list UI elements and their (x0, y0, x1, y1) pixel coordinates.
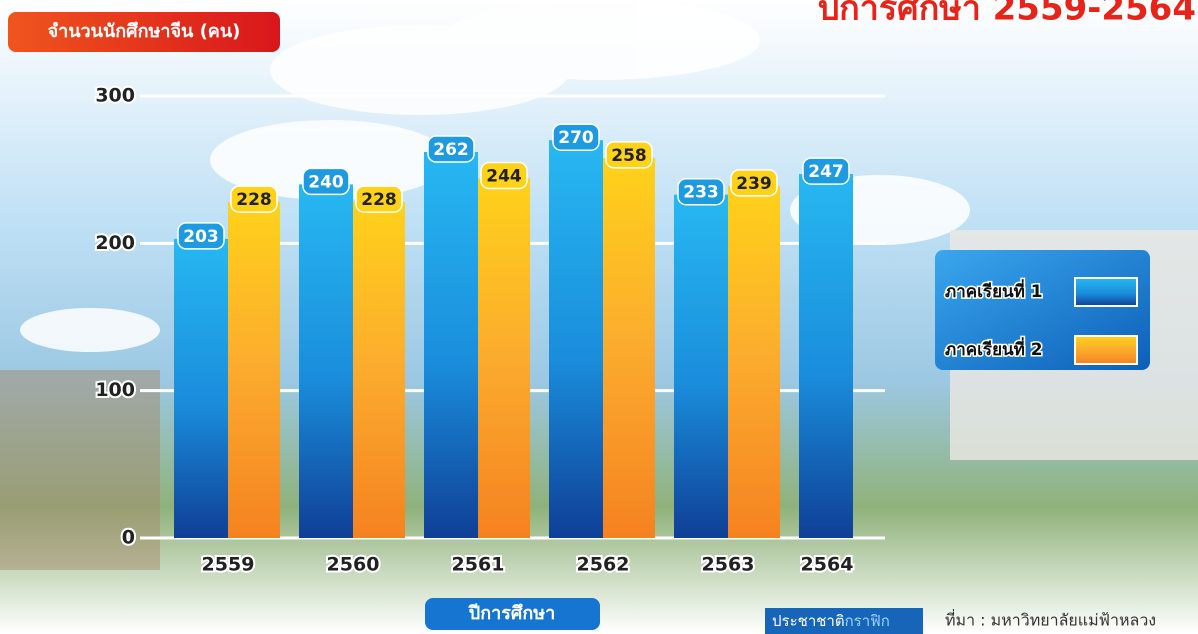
credit-part: กราฟิก (845, 612, 890, 630)
y-tick-label: 200 (95, 232, 135, 254)
bar (603, 158, 655, 538)
chart-title: ปีการศึกษา 2559-2564 (816, 0, 1196, 29)
credit: ประชาชาติกราฟิก (772, 612, 890, 630)
bar (299, 184, 353, 538)
bar (174, 239, 228, 538)
y-tick-label: 300 (95, 85, 135, 107)
legend-label: ภาคเรียนที่ 1 (945, 279, 1043, 302)
value-label: 258 (611, 146, 647, 166)
legend-label: ภาคเรียนที่ 2 (945, 337, 1043, 360)
x-tick-label: 2563 (702, 554, 755, 576)
bar (799, 174, 853, 538)
x-tick-label: 2561 (452, 554, 505, 576)
chart: จำนวนนักศึกษาจีน (คน) ปีการศึกษา 2559-25… (0, 0, 1198, 634)
value-label: 247 (808, 162, 844, 182)
x-tick-label: 2562 (577, 554, 630, 576)
bar (228, 202, 280, 538)
bar (674, 195, 728, 538)
bar (353, 202, 405, 538)
value-label: 240 (308, 172, 344, 192)
x-tick-label: 2564 (801, 554, 854, 576)
source: ที่มา : มหาวิทยาลัยแม่ฟ้าหลวง (945, 609, 1156, 630)
value-label: 262 (433, 140, 469, 160)
y-tick-label: 100 (95, 379, 135, 401)
value-label: 228 (236, 190, 272, 210)
value-label: 239 (736, 174, 772, 194)
x-tick-label: 2560 (327, 554, 380, 576)
value-label: 270 (558, 128, 594, 148)
y-axis-label: จำนวนนักศึกษาจีน (คน) (48, 21, 241, 42)
legend-swatch (1075, 336, 1137, 364)
x-axis-label: ปีการศึกษา (467, 603, 555, 624)
value-label: 228 (361, 190, 397, 210)
value-label: 203 (183, 227, 219, 247)
value-label: 233 (683, 183, 719, 203)
y-tick-label: 0 (122, 527, 135, 549)
value-label: 244 (486, 167, 522, 187)
bar (478, 179, 530, 538)
legend-swatch (1075, 278, 1137, 306)
building (0, 370, 160, 570)
bar (424, 152, 478, 538)
credit-part: ประชาชาติ (772, 612, 845, 630)
x-tick-label: 2559 (202, 554, 255, 576)
bar (549, 140, 603, 538)
bar (728, 186, 780, 538)
